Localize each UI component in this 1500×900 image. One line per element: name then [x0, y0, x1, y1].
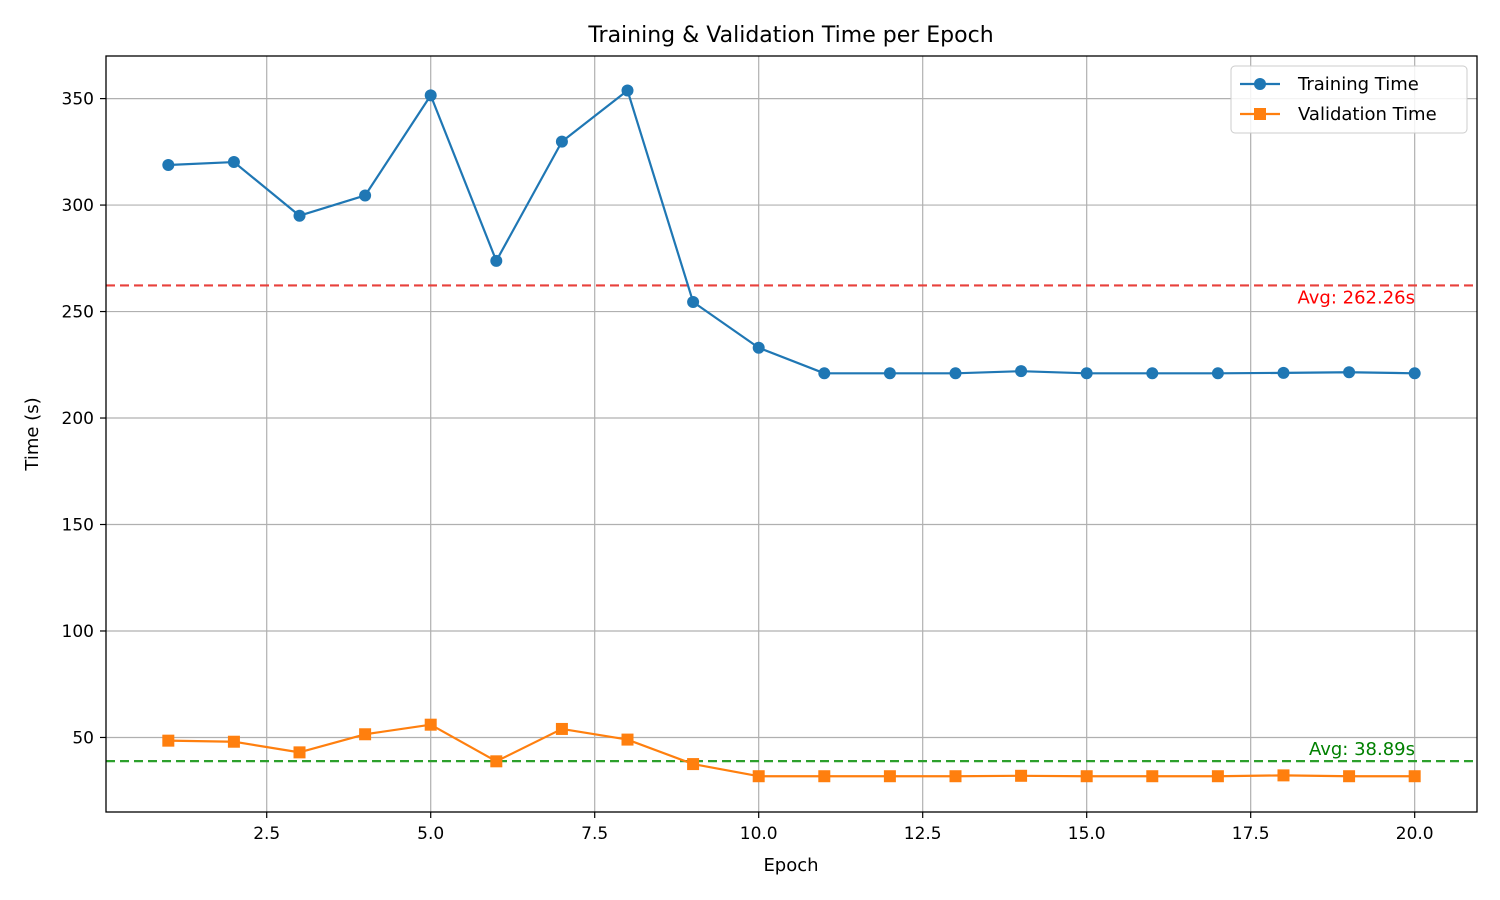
plot-frame	[105, 55, 1478, 813]
average-label: Avg: 262.26s	[1298, 287, 1415, 308]
y-tick-label: 150	[62, 516, 94, 536]
y-tick-label: 50	[72, 728, 94, 748]
data-point	[1015, 365, 1028, 378]
legend-marker-training	[1254, 78, 1266, 90]
data-point	[883, 367, 896, 380]
data-point	[621, 84, 634, 97]
data-point	[752, 341, 765, 354]
x-tick-label: 2.5	[253, 824, 280, 844]
data-point	[1080, 367, 1093, 380]
data-point	[424, 89, 437, 102]
data-point	[1146, 770, 1159, 783]
data-point	[1343, 770, 1356, 783]
y-tick-label: 250	[62, 303, 94, 323]
data-point	[227, 735, 240, 748]
data-point	[687, 295, 700, 308]
data-point	[490, 755, 503, 768]
x-tick-label: 7.5	[581, 824, 608, 844]
data-point	[1408, 367, 1421, 380]
data-point	[949, 367, 962, 380]
data-point	[1277, 769, 1290, 782]
data-point	[555, 722, 568, 735]
series-line	[168, 723, 1415, 778]
x-tick-label: 12.5	[904, 824, 942, 844]
data-point	[424, 718, 437, 731]
data-point	[818, 367, 831, 380]
y-tick-label: 100	[62, 622, 94, 642]
data-point	[227, 156, 240, 169]
data-point	[359, 728, 372, 741]
data-point	[359, 189, 372, 202]
data-point	[490, 254, 503, 267]
x-tick-label: 5.0	[417, 824, 444, 844]
x-tick-label: 10.0	[740, 824, 778, 844]
data-point	[1211, 770, 1224, 783]
average-label: Avg: 38.89s	[1309, 739, 1415, 760]
legend-label-validation: Validation Time	[1298, 104, 1437, 125]
legend: Training Time Validation Time	[1230, 65, 1468, 134]
data-series	[162, 84, 1421, 783]
data-point	[1343, 366, 1356, 379]
data-point	[883, 770, 896, 783]
data-point	[818, 770, 831, 783]
data-point	[752, 770, 765, 783]
x-axis-label: Epoch	[763, 855, 818, 876]
data-point	[621, 733, 634, 746]
data-point	[1146, 367, 1159, 380]
y-axis-label: Time (s)	[22, 397, 43, 471]
chart-title: Training & Validation Time per Epoch	[587, 23, 993, 48]
legend-box	[1230, 65, 1468, 134]
data-point	[949, 770, 962, 783]
data-point	[162, 734, 175, 747]
data-point	[293, 746, 306, 759]
x-tick-label: 17.5	[1232, 824, 1270, 844]
data-point	[1080, 770, 1093, 783]
grid	[106, 56, 1477, 812]
data-point	[1277, 366, 1290, 379]
y-tick-label: 350	[62, 90, 94, 110]
x-tick-label: 15.0	[1068, 824, 1106, 844]
data-point	[293, 209, 306, 222]
data-point	[162, 159, 175, 172]
data-point	[555, 135, 568, 148]
y-tick-label: 300	[62, 196, 94, 216]
legend-marker-validation	[1254, 108, 1266, 120]
data-point	[1408, 770, 1421, 783]
x-axis-ticks: 2.5 5.0 7.5 10.0 12.5 15.0 17.5 20.0	[253, 812, 1434, 844]
data-point	[1015, 769, 1028, 782]
y-axis-ticks: 50 100 150 200 250 300 350	[62, 90, 106, 748]
data-point	[1211, 367, 1224, 380]
reference-lines: Avg: 262.26s Avg: 38.89s	[106, 284, 1477, 763]
x-tick-label: 20.0	[1396, 824, 1434, 844]
series-line	[168, 89, 1415, 375]
y-tick-label: 200	[62, 409, 94, 429]
data-point	[687, 758, 700, 771]
legend-label-training: Training Time	[1297, 74, 1419, 95]
